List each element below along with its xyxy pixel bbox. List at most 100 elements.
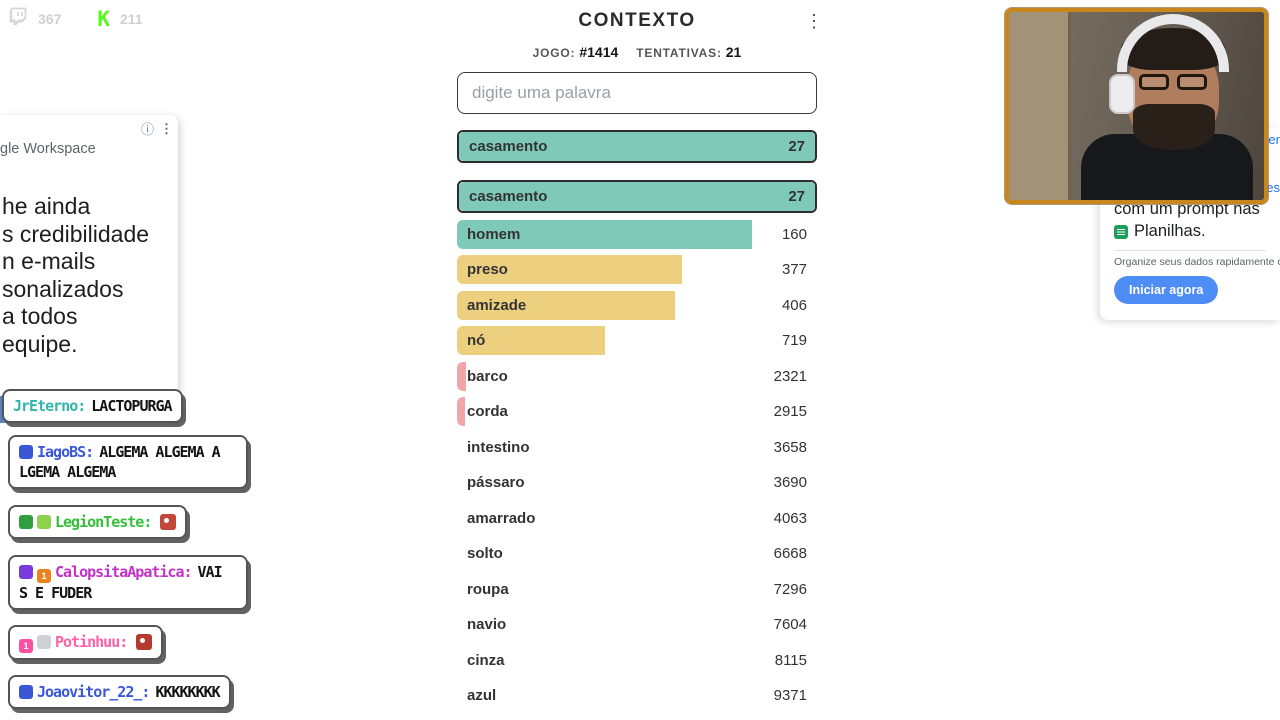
guess-word: casamento: [469, 188, 548, 205]
guess-word: nó: [467, 332, 486, 349]
ad-headline-line: n e-mails: [2, 248, 96, 274]
guess-bar: [457, 219, 753, 249]
mod-badge-icon: [19, 685, 33, 699]
ad-brand-text: gle Workspace: [0, 141, 96, 157]
hand-badge-icon: [37, 635, 51, 649]
guess-row: cinza 8115: [457, 645, 817, 675]
word-input[interactable]: [457, 72, 817, 114]
google-ad-card-left: ⓘ ⋮ gle Workspace he ainda s credibilida…: [0, 115, 178, 395]
guess-word: intestino: [467, 438, 530, 456]
guess-rank: 27: [788, 188, 805, 205]
guess-rank: 7604: [773, 616, 807, 633]
background-door: [1009, 12, 1071, 200]
chat-username[interactable]: JrEterno:: [13, 397, 86, 415]
chat-text: ALGEMA ALGEMA A LGEMA ALGEMA: [19, 443, 221, 481]
chat-emote-icon: [136, 634, 153, 650]
bits-badge-icon: 1: [37, 569, 51, 583]
guess-row: barco 2321: [457, 361, 817, 391]
chat-message: 1 Potinhuu:: [8, 625, 164, 660]
ad-product-name: Planilhas.: [1134, 222, 1206, 240]
ad-info-icon[interactable]: ⓘ: [140, 122, 154, 137]
guess-word: cinza: [467, 651, 505, 669]
guess-word: preso: [467, 261, 508, 278]
guess-rank: 719: [781, 332, 807, 349]
chat-message: JrEterno: LACTOPURGA: [2, 389, 183, 423]
guess-rank: 9371: [773, 687, 807, 704]
chat-username[interactable]: Potinhuu:: [55, 633, 128, 651]
guess-row: solto 6668: [457, 539, 817, 568]
guess-rank: 3690: [773, 474, 807, 491]
chat-username[interactable]: IagoBS:: [37, 443, 94, 461]
chat-text: LACTOPURGA: [91, 397, 172, 415]
contexto-game: CONTEXTO ⋮ JOGO:#1414 TENTATIVAS:21 casa…: [457, 10, 823, 717]
sheets-icon: [1114, 224, 1128, 239]
kick-icon: K: [97, 6, 111, 31]
guess-row: amizade 406: [457, 290, 817, 320]
guess-word: navio: [467, 616, 507, 633]
ad-headline-line: a todos: [2, 303, 78, 329]
guess-row: amarrado 4063: [457, 503, 817, 533]
guess-bar: [459, 182, 815, 211]
game-meta: JOGO: #1414 TENTATIVAS: 21: [457, 44, 817, 60]
guess-row: casamento 27: [457, 180, 817, 213]
guess-rank: 2915: [773, 403, 807, 420]
mod-badge-icon: [19, 445, 33, 459]
glasses-lens: [1177, 74, 1207, 90]
game-number-value: #1414: [579, 44, 619, 60]
pinned-guess-row: casamento 27: [457, 130, 817, 163]
chat-username[interactable]: LegionTeste:: [55, 513, 152, 531]
chat-message: LegionTeste:: [8, 505, 188, 539]
ad-headline-line: sonalizados: [2, 275, 124, 302]
ad-cta-button[interactable]: Iniciar agora: [1114, 276, 1219, 304]
guess-word: corda: [467, 403, 508, 420]
chat-message: IagoBS: ALGEMA ALGEMA A LGEMA ALGEMA: [8, 435, 248, 489]
stream-counters: 367 K 211: [8, 6, 169, 31]
guess-word: amarrado: [467, 509, 536, 527]
ad-description: Organize seus dados rapidamente co: [1114, 256, 1280, 268]
chat-text: VAI S E FUDER: [19, 563, 223, 602]
ad-headline-line: s credibilidade: [2, 220, 150, 247]
guess-word: azul: [467, 687, 497, 704]
guess-row: nó 719: [457, 326, 817, 355]
ad-menu-icon[interactable]: ⋮: [160, 120, 173, 136]
chat-username[interactable]: CalopsitaApatica:: [55, 563, 193, 581]
sub-badge-icon: [19, 565, 33, 579]
guess-row: corda 2915: [457, 397, 817, 426]
guess-row: navio 7604: [457, 610, 817, 639]
ad-headline-line: he ainda: [2, 193, 91, 219]
guess-bar: [457, 397, 465, 426]
webcam-video: [1009, 12, 1264, 200]
guess-word: amizade: [467, 296, 527, 314]
headphones-band-icon: [1117, 14, 1229, 72]
kick-viewer-count: 211: [120, 10, 143, 27]
guess-rank: 2321: [773, 367, 807, 385]
guess-rank: 6668: [773, 545, 807, 562]
guess-row: pássaro 3690: [457, 468, 817, 497]
guess-bar: [457, 361, 467, 391]
guess-word: barco: [467, 367, 508, 385]
game-title: CONTEXTO: [578, 10, 696, 31]
ad-headline-fragment: com um prompt nas: [1114, 200, 1260, 218]
guess-word: roupa: [467, 580, 509, 598]
ad-link-fragment[interactable]: es: [1266, 180, 1280, 195]
kebab-menu-icon[interactable]: ⋮: [805, 11, 823, 31]
guess-bar: [457, 255, 682, 284]
chat-message: 1 CalopsitaApatica: VAI S E FUDER: [8, 555, 248, 610]
twitch-viewer-count: 367: [38, 10, 62, 27]
guess-row: intestino 3658: [457, 432, 817, 462]
chat-text: KKKKKKKK: [155, 683, 220, 701]
guess-row: roupa 7296: [457, 574, 817, 604]
guess-rank: 7296: [773, 580, 807, 598]
attempts-label: TENTATIVAS:: [636, 46, 722, 60]
headphones-earcup-icon: [1109, 74, 1135, 114]
guess-bar: [459, 132, 815, 161]
chat-message: Joaovitor_22_: KKKKKKKK: [8, 675, 231, 709]
chat-username[interactable]: Joaovitor_22_:: [37, 683, 150, 701]
ad-product-line: Planilhas.: [1114, 222, 1206, 241]
guess-word: pássaro: [467, 474, 525, 491]
sub-badge-icon: [19, 515, 33, 529]
guess-row: homem 160: [457, 219, 817, 249]
guess-rank: 3658: [773, 438, 807, 456]
webcam-frame: [1005, 8, 1268, 204]
